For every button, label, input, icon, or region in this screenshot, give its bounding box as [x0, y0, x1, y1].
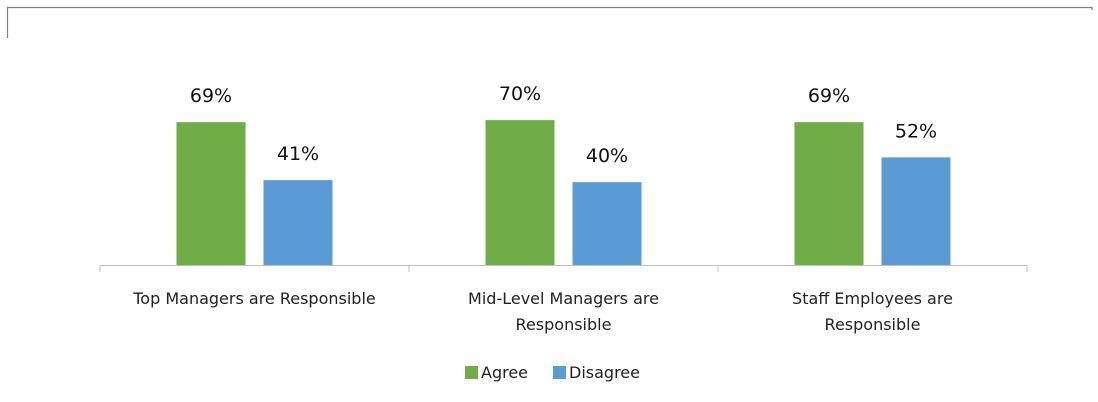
legend: Agree Disagree	[465, 363, 640, 382]
bar-disagree	[263, 180, 333, 265]
legend-label-disagree: Disagree	[569, 363, 640, 382]
bar-disagree	[881, 157, 951, 265]
chart-frame-border	[6, 6, 1093, 38]
x-axis	[99, 265, 1028, 272]
x-tick-label: Responsible	[516, 315, 612, 334]
data-label-agree: 70%	[499, 83, 541, 105]
bar-disagree	[572, 182, 642, 265]
bar-agree	[176, 122, 246, 265]
x-tick-label: Mid-Level Managers are	[468, 289, 659, 308]
bars-group	[176, 120, 951, 265]
data-label-agree: 69%	[808, 85, 850, 107]
data-label-disagree: 52%	[895, 120, 937, 142]
bar-agree	[485, 120, 555, 265]
data-labels-group: 69% 41% 70% 40% 69% 52%	[190, 83, 937, 167]
data-label-disagree: 40%	[586, 145, 628, 167]
bar-agree	[794, 122, 864, 265]
x-tick-label: Responsible	[825, 315, 921, 334]
legend-label-agree: Agree	[481, 363, 528, 382]
data-label-agree: 69%	[190, 85, 232, 107]
chart-border	[6, 6, 1093, 38]
x-tick-label: Top Managers are Responsible	[132, 289, 376, 308]
data-label-disagree: 41%	[277, 143, 319, 165]
legend-swatch-agree	[465, 366, 478, 379]
x-tick-labels: Top Managers are Responsible Mid-Level Ma…	[132, 289, 953, 334]
legend-swatch-disagree	[553, 366, 566, 379]
x-tick-label: Staff Employees are	[792, 289, 953, 308]
